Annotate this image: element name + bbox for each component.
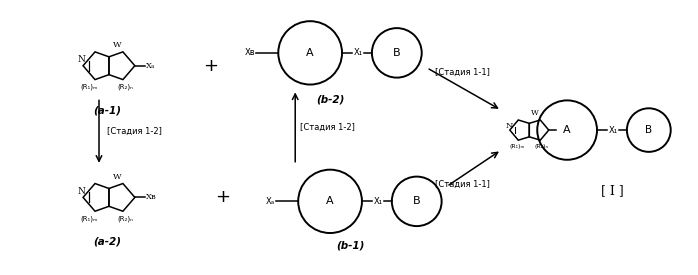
- Text: (R₂)ₙ: (R₂)ₙ: [117, 215, 133, 222]
- Text: A: A: [563, 125, 571, 135]
- Text: A: A: [306, 48, 314, 58]
- Text: N: N: [77, 55, 85, 64]
- Text: Xʙ: Xʙ: [245, 48, 255, 57]
- Text: Xₐ: Xₐ: [266, 197, 275, 206]
- Text: B: B: [645, 125, 653, 135]
- Text: Xₐ: Xₐ: [146, 62, 155, 70]
- Text: W: W: [112, 41, 121, 49]
- Text: A: A: [326, 196, 334, 206]
- Text: [ I ]: [ I ]: [600, 185, 623, 197]
- Text: (b-2): (b-2): [316, 94, 344, 104]
- Text: [Стадия 1-2]: [Стадия 1-2]: [300, 123, 355, 132]
- Text: (R₂)ₙ: (R₂)ₙ: [117, 84, 133, 90]
- Text: X₁: X₁: [609, 126, 618, 134]
- Text: W: W: [112, 172, 121, 181]
- Text: (a-2): (a-2): [93, 237, 121, 247]
- Text: X₁: X₁: [374, 197, 383, 206]
- Text: +: +: [215, 188, 230, 207]
- Text: Xʙ: Xʙ: [146, 193, 156, 201]
- Text: (R₁)ₘ: (R₁)ₘ: [80, 84, 98, 90]
- Text: N: N: [77, 187, 85, 196]
- Text: B: B: [393, 48, 401, 58]
- Text: N: N: [505, 122, 512, 130]
- Text: (R₁)ₘ: (R₁)ₘ: [80, 215, 98, 222]
- Text: (R₁)ₘ: (R₁)ₘ: [510, 144, 525, 149]
- Text: (a-1): (a-1): [93, 105, 121, 115]
- Text: (b-1): (b-1): [336, 241, 364, 251]
- Text: B: B: [413, 196, 420, 206]
- Text: (R₂)ₙ: (R₂)ₙ: [534, 144, 548, 149]
- Text: X₁: X₁: [354, 48, 363, 57]
- Text: W: W: [531, 109, 539, 117]
- Text: [Стадия 1-1]: [Стадия 1-1]: [435, 68, 489, 77]
- Text: [Стадия 1-2]: [Стадия 1-2]: [107, 127, 162, 136]
- Text: +: +: [203, 57, 218, 75]
- Text: [Стадия 1-1]: [Стадия 1-1]: [435, 180, 489, 189]
